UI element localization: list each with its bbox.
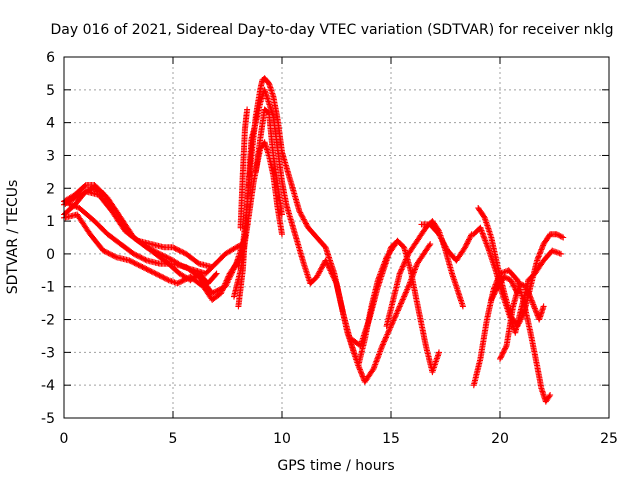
- y-tick-label: 5: [46, 83, 55, 99]
- x-tick-label: 5: [169, 431, 178, 447]
- x-axis-label: GPS time / hours: [277, 458, 394, 474]
- x-tick-label: 15: [382, 431, 400, 447]
- series-track-9: [252, 106, 285, 218]
- y-tick-label: -2: [41, 313, 55, 329]
- x-tick-label: 25: [600, 431, 618, 447]
- y-tick-label: 4: [46, 116, 55, 132]
- y-tick-label: -4: [41, 378, 55, 394]
- data-points: [470, 224, 564, 336]
- data-points: [252, 106, 285, 218]
- data-points: [497, 280, 547, 362]
- y-tick-label: -3: [41, 345, 55, 361]
- data-points: [237, 106, 251, 231]
- x-tick-label: 0: [60, 431, 69, 447]
- y-tick-label: -1: [41, 280, 55, 296]
- series-track-10: [237, 106, 251, 231]
- plot-frame: [63, 56, 610, 419]
- plot-area: [61, 75, 567, 405]
- data-points: [348, 237, 442, 376]
- series-track-18: [488, 273, 521, 303]
- x-tick-label: 20: [491, 431, 509, 447]
- y-axis: -5 -4 -3 -2 -1 0 1 2 3 4 5 6: [41, 50, 609, 427]
- series-track-13: [418, 221, 475, 264]
- y-tick-label: 1: [46, 214, 55, 230]
- x-tick-label: 10: [273, 431, 291, 447]
- series-track-16: [470, 224, 564, 336]
- series-track-17: [497, 280, 547, 362]
- chart-title: Day 016 of 2021, Sidereal Day-to-day VTE…: [51, 22, 614, 38]
- x-axis: 0 5 10 15 20 25: [60, 57, 618, 447]
- data-points: [488, 273, 521, 303]
- y-tick-label: 6: [46, 50, 55, 66]
- series-track-11: [348, 237, 442, 376]
- data-points: [418, 221, 475, 264]
- y-tick-label: 0: [46, 247, 55, 263]
- y-tick-label: -5: [41, 411, 55, 427]
- y-tick-label: 2: [46, 181, 55, 197]
- y-axis-label: SDTVAR / TECUs: [5, 180, 21, 295]
- y-tick-label: 3: [46, 148, 55, 164]
